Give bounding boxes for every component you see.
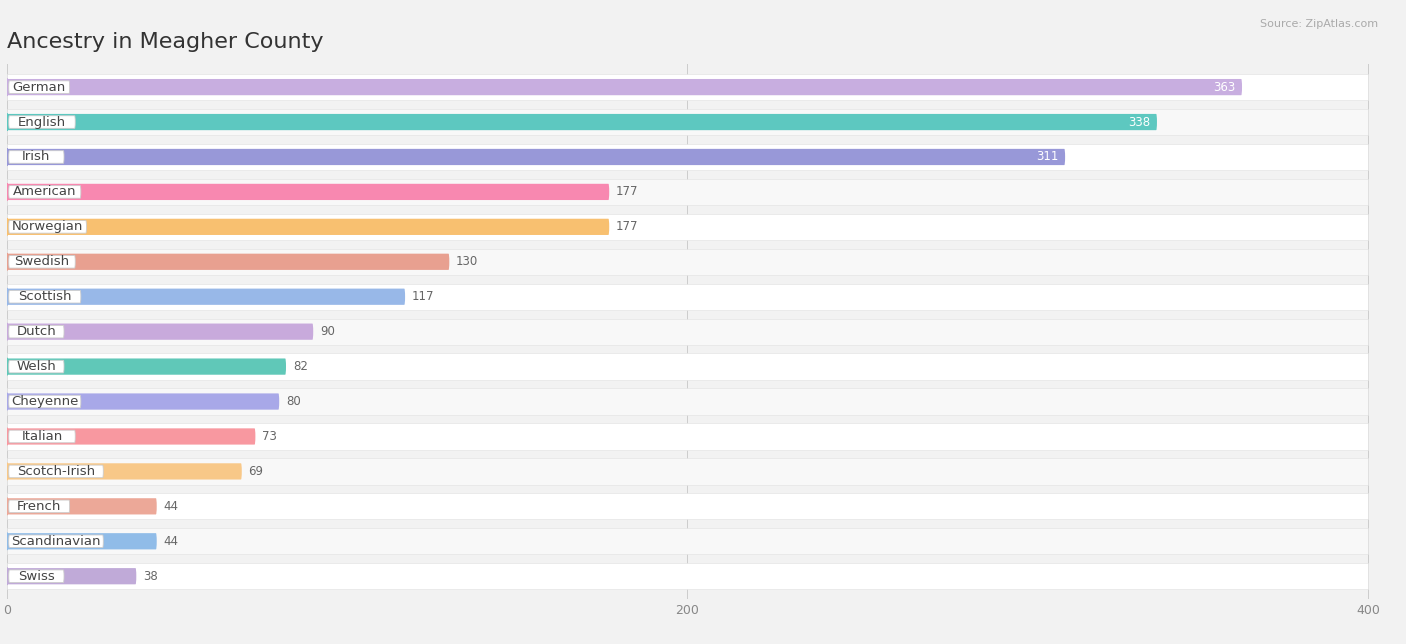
Text: Cheyenne: Cheyenne <box>11 395 79 408</box>
Bar <box>7 109 1368 135</box>
Text: 338: 338 <box>1128 115 1150 129</box>
Text: 73: 73 <box>262 430 277 443</box>
Circle shape <box>6 113 8 131</box>
Text: 44: 44 <box>163 535 179 548</box>
Circle shape <box>6 567 8 585</box>
Bar <box>7 563 1368 589</box>
FancyBboxPatch shape <box>7 219 609 235</box>
FancyBboxPatch shape <box>7 428 256 444</box>
FancyBboxPatch shape <box>8 80 70 93</box>
FancyBboxPatch shape <box>7 463 242 480</box>
Text: 363: 363 <box>1213 80 1236 93</box>
Text: Italian: Italian <box>21 430 63 443</box>
FancyBboxPatch shape <box>8 220 87 233</box>
Bar <box>7 459 1368 484</box>
Text: 80: 80 <box>285 395 301 408</box>
Bar <box>7 179 1368 205</box>
Text: 69: 69 <box>249 465 263 478</box>
FancyBboxPatch shape <box>8 465 103 478</box>
Bar <box>7 423 1368 450</box>
Text: 82: 82 <box>292 360 308 373</box>
Text: 130: 130 <box>456 255 478 269</box>
FancyBboxPatch shape <box>8 256 76 268</box>
FancyBboxPatch shape <box>8 116 76 128</box>
FancyBboxPatch shape <box>7 184 609 200</box>
Bar <box>7 319 1368 345</box>
Circle shape <box>6 149 8 166</box>
Text: Scandinavian: Scandinavian <box>11 535 101 548</box>
FancyBboxPatch shape <box>7 533 156 549</box>
Text: 177: 177 <box>616 185 638 198</box>
Text: Irish: Irish <box>22 151 51 164</box>
Text: 117: 117 <box>412 290 434 303</box>
Text: Scotch-Irish: Scotch-Irish <box>17 465 96 478</box>
FancyBboxPatch shape <box>7 79 1241 95</box>
Bar <box>7 249 1368 275</box>
Text: 90: 90 <box>321 325 335 338</box>
Circle shape <box>6 463 8 480</box>
Text: English: English <box>18 115 66 129</box>
FancyBboxPatch shape <box>8 360 65 373</box>
FancyBboxPatch shape <box>7 498 156 515</box>
Text: Swedish: Swedish <box>14 255 69 269</box>
FancyBboxPatch shape <box>7 149 1066 165</box>
FancyBboxPatch shape <box>8 325 65 338</box>
Bar <box>7 214 1368 240</box>
FancyBboxPatch shape <box>8 570 65 583</box>
Text: Swiss: Swiss <box>18 570 55 583</box>
Circle shape <box>6 253 8 270</box>
FancyBboxPatch shape <box>8 290 82 303</box>
FancyBboxPatch shape <box>8 430 76 443</box>
Text: Scottish: Scottish <box>18 290 72 303</box>
Text: Norwegian: Norwegian <box>11 220 83 233</box>
Bar <box>7 354 1368 380</box>
Text: 177: 177 <box>616 220 638 233</box>
FancyBboxPatch shape <box>7 323 314 340</box>
Bar <box>7 74 1368 100</box>
FancyBboxPatch shape <box>7 359 285 375</box>
FancyBboxPatch shape <box>8 185 82 198</box>
Text: 38: 38 <box>143 570 157 583</box>
Text: 44: 44 <box>163 500 179 513</box>
Text: German: German <box>13 80 66 93</box>
FancyBboxPatch shape <box>7 254 450 270</box>
Circle shape <box>6 323 8 340</box>
Text: Welsh: Welsh <box>17 360 56 373</box>
FancyBboxPatch shape <box>7 393 280 410</box>
FancyBboxPatch shape <box>8 395 82 408</box>
FancyBboxPatch shape <box>8 500 70 513</box>
FancyBboxPatch shape <box>8 535 103 547</box>
Circle shape <box>6 289 8 305</box>
Text: French: French <box>17 500 62 513</box>
Circle shape <box>6 184 8 200</box>
FancyBboxPatch shape <box>7 289 405 305</box>
Circle shape <box>6 79 8 96</box>
Text: American: American <box>13 185 76 198</box>
Bar <box>7 528 1368 554</box>
Text: Dutch: Dutch <box>17 325 56 338</box>
FancyBboxPatch shape <box>7 114 1157 130</box>
Circle shape <box>6 498 8 515</box>
Circle shape <box>6 393 8 410</box>
Circle shape <box>6 358 8 375</box>
Bar <box>7 388 1368 415</box>
Circle shape <box>6 218 8 235</box>
Text: 311: 311 <box>1036 151 1059 164</box>
Text: Source: ZipAtlas.com: Source: ZipAtlas.com <box>1260 19 1378 30</box>
Bar <box>7 144 1368 170</box>
FancyBboxPatch shape <box>7 568 136 584</box>
Bar <box>7 283 1368 310</box>
Bar <box>7 493 1368 520</box>
FancyBboxPatch shape <box>8 151 65 164</box>
Circle shape <box>6 428 8 445</box>
Text: Ancestry in Meagher County: Ancestry in Meagher County <box>7 32 323 52</box>
Circle shape <box>6 533 8 550</box>
